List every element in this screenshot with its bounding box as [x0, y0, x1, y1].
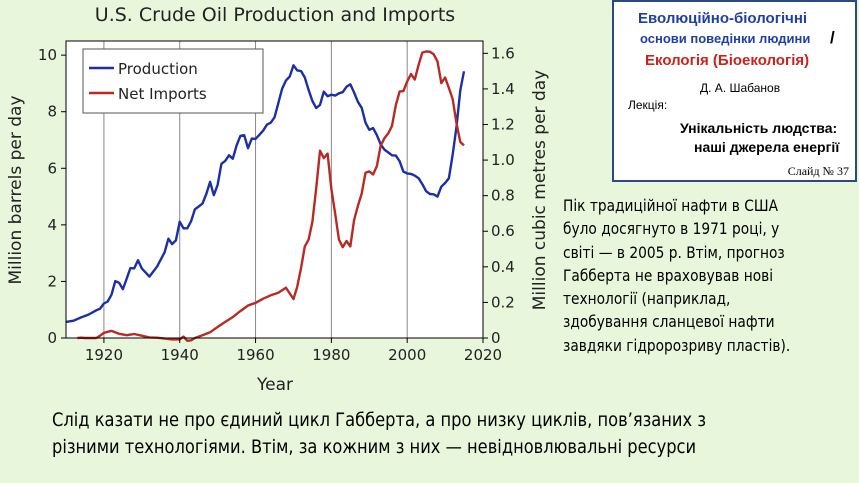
- lecture-label: Лекція:: [628, 98, 668, 112]
- slide-number: Слайд № 37: [787, 164, 849, 178]
- y-right-tick-label: 1.4: [491, 80, 515, 98]
- y-right-tick-label: 1.2: [491, 115, 515, 133]
- x-tick-label: 1940: [161, 346, 199, 364]
- x-tick-label: 2020: [464, 346, 502, 364]
- legend-label-production: Production: [118, 60, 198, 78]
- series-line-production: [65, 64, 466, 324]
- x-tick-label: 1960: [236, 346, 274, 364]
- course-title-line1: Еволюційно-біологічні: [638, 10, 808, 27]
- x-tick-label: 2000: [388, 346, 426, 364]
- axis-ticks: 1920 1940 1960 1980 2000 2020024681000.20.40.…: [38, 44, 515, 364]
- bottom-text-line1: Слід казати не про єдиний цикл Габберта,…: [52, 410, 706, 431]
- lecture-topic-line2: наші джерела енергії: [694, 139, 840, 155]
- course-title-line3: Екологія (Біоекологія): [645, 52, 810, 69]
- x-tick-label: 1920: [85, 346, 123, 364]
- legend: Production Net Imports: [82, 48, 264, 114]
- x-tick-label: 1980: [312, 346, 350, 364]
- series-line-net-imports: [77, 50, 465, 342]
- y-left-tick-label: 4: [47, 216, 57, 234]
- y-right-tick-label: 1.6: [491, 44, 515, 62]
- course-separator: /: [830, 28, 835, 47]
- y-left-tick-label: 2: [47, 272, 57, 290]
- y-left-tick-label: 10: [38, 46, 57, 64]
- y-right-tick-label: 0.4: [491, 258, 515, 276]
- bottom-text: Слід казати не про єдиний цикл Габберта,…: [52, 407, 706, 461]
- y-right-tick-label: 0.2: [491, 293, 515, 311]
- y-right-tick-label: 0: [491, 329, 501, 347]
- y-right-tick-label: 0.6: [491, 222, 515, 240]
- y-right-tick-label: 0.8: [491, 187, 515, 205]
- author-name: Д. А. Шабанов: [700, 81, 781, 95]
- legend-label-net-imports: Net Imports: [118, 85, 207, 103]
- x-axis-label: Year: [256, 375, 293, 395]
- y-right-tick-label: 1.0: [491, 151, 515, 169]
- bottom-text-line2: різними технологіями. Втім, за кожним з …: [52, 437, 697, 458]
- oil-chart: 1920 1940 1960 1980 2000 2020024681000.20.40.…: [6, 4, 550, 395]
- course-title-line2: основи поведінки людини: [640, 31, 811, 46]
- chart-title: U.S. Crude Oil Production and Imports: [95, 4, 455, 26]
- right-axis-label: Million cubic metres per day: [530, 70, 550, 310]
- lecture-header: Еволюційно-біологічні основи поведінки л…: [612, 0, 857, 182]
- side-text: Пік традиційної нафти в США було досягну…: [563, 196, 791, 355]
- left-axis-label: Million barrels per day: [6, 95, 26, 284]
- series-layer: [65, 50, 466, 342]
- y-left-tick-label: 6: [47, 159, 57, 177]
- lecture-topic-line1: Унікальність людства:: [680, 120, 838, 136]
- y-left-tick-label: 0: [47, 329, 57, 347]
- y-left-tick-label: 8: [47, 103, 57, 121]
